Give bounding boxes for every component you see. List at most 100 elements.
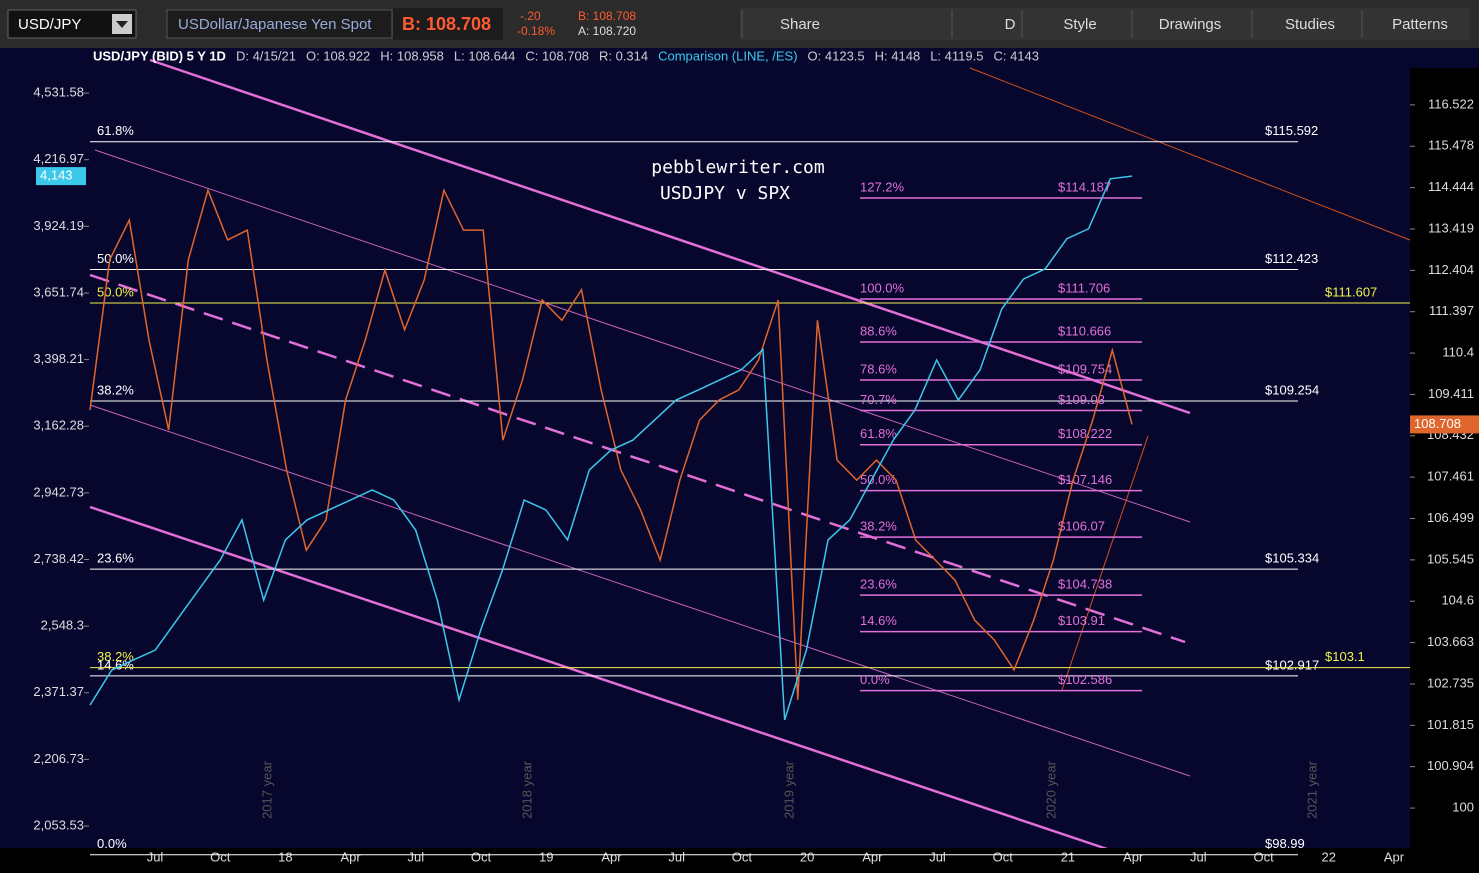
fib-price: $107.146 [1058, 472, 1112, 487]
channel-line [89, 505, 1111, 852]
toolbar-button[interactable]: D [1005, 16, 1016, 33]
toolbar-button[interactable]: Share [780, 16, 820, 33]
symbol: USD/JPY [18, 16, 81, 33]
last-price-label: 108.708 [1414, 416, 1461, 431]
fib-pct: 50.0% [97, 284, 134, 299]
x-axis [0, 848, 1479, 868]
fib-price: $104.738 [1058, 577, 1112, 592]
header-item: R: 0.314 [599, 48, 648, 63]
y2-tick-label: 109.411 [1428, 386, 1474, 401]
channel [89, 58, 1411, 852]
toolbar-button[interactable]: Patterns [1392, 16, 1448, 33]
y2-tick-label: 113.419 [1428, 220, 1474, 235]
y2-tick-label: 104.6 [1441, 593, 1474, 608]
button-bar [740, 8, 1470, 40]
fib-price: $103.91 [1058, 613, 1105, 628]
dropdown-arrow [116, 21, 128, 28]
series-line [89, 187, 1133, 700]
y2-tick-label: 111.397 [1429, 303, 1474, 318]
trend-line [969, 67, 1411, 241]
y-tick-label: 4,531.58 [33, 85, 84, 100]
fib-price: $102.586 [1058, 672, 1112, 687]
comparison-item: C: 4143 [993, 48, 1039, 63]
y2-tick-label: 105.545 [1427, 551, 1474, 566]
y2-tick-label: 102.735 [1427, 675, 1474, 690]
fib-pct: 50.0% [97, 251, 134, 266]
x-tick-label: Jul [929, 849, 946, 864]
comparison-item: H: 4148 [875, 48, 921, 63]
x-tick-label: Apr [1123, 849, 1144, 864]
last-price-tag [36, 167, 86, 186]
header-item: L: 108.644 [454, 48, 515, 63]
y-tick-label: 2,738.42 [33, 551, 84, 566]
channel-line [89, 273, 1186, 644]
last-price-tag [1410, 415, 1479, 434]
fib-price: $114.187 [1058, 179, 1111, 194]
fib-pct: 78.6% [860, 361, 897, 376]
fib-pct: 88.6% [860, 323, 897, 338]
toolbar-button[interactable]: Drawings [1159, 16, 1222, 33]
x-tick-label: Apr [341, 849, 362, 864]
x-tick-label: 20 [800, 849, 814, 864]
y-tick-label: 3,398.21 [33, 351, 84, 366]
x-tick-label: Jul [1190, 849, 1207, 864]
x-tick-label: Oct [993, 849, 1014, 864]
x-tick-label: Oct [1253, 849, 1274, 864]
fib-pct: 14.6% [860, 613, 897, 628]
ask: A: 108.720 [578, 24, 636, 38]
y-tick-label: 3,924.19 [33, 218, 84, 233]
y2-tick-label: 107.461 [1427, 469, 1474, 484]
series-line [89, 175, 1133, 721]
description: USDollar/Japanese Yen Spot [178, 16, 372, 33]
fib-pct: 0.0% [860, 672, 890, 687]
y2-tick-label: 106.499 [1427, 510, 1474, 525]
fib-price: $112.423 [1265, 251, 1318, 266]
year-label: 2018 year [519, 760, 534, 818]
y-tick-label: 2,548.3 [41, 618, 84, 633]
y-tick-label: 2,206.73 [33, 751, 84, 766]
fib-pct: 50.0% [860, 472, 897, 487]
trend-line [1061, 435, 1149, 691]
toolbar-button[interactable]: Style [1063, 16, 1096, 33]
x-tick-label: Jul [668, 849, 685, 864]
fib-pct: 0.0% [97, 836, 127, 851]
y-tick-label: 3,162.28 [33, 418, 84, 433]
fib-price: $115.592 [1265, 123, 1318, 138]
x-tick-label: 21 [1061, 849, 1075, 864]
y-tick-label: 2,371.37 [33, 684, 84, 699]
y-tick-label: 2,053.53 [33, 817, 84, 832]
comparison-item: Comparison (LINE, /ES) [658, 48, 797, 63]
fib-pct: 38.2% [860, 519, 897, 534]
fib-price: $105.334 [1265, 551, 1319, 566]
header-item: USD/JPY (BID) 5 Y 1D [93, 48, 226, 63]
toolbar-button[interactable]: Studies [1285, 16, 1335, 33]
fib-pct: 23.6% [97, 551, 134, 566]
x-tick-label: Jul [408, 849, 425, 864]
y2-tick-label: 110.4 [1442, 345, 1474, 360]
change: -.20 [520, 9, 541, 23]
bid: B: 108.708 [402, 14, 491, 34]
x-tick-label: Oct [210, 849, 231, 864]
annotation: pebblewriter.com [651, 157, 824, 178]
fib-price: $110.666 [1058, 323, 1111, 338]
bid-small: B: 108.708 [578, 9, 636, 23]
y-tick-label: 2,942.73 [33, 484, 84, 499]
fib-price: $111.607 [1325, 284, 1377, 299]
fib-price: $102.917 [1265, 657, 1319, 672]
header-item: O: 108.922 [306, 48, 370, 63]
fib-price: $108.222 [1058, 426, 1112, 441]
x-tick-label: 22 [1322, 849, 1336, 864]
fib-price: $109.754 [1058, 361, 1112, 376]
header-bar [0, 48, 1479, 68]
annotation: USDJPY v SPX [660, 183, 790, 204]
fib-price: $98.99 [1265, 836, 1305, 851]
year-label: 2017 year [259, 760, 274, 818]
fib-price: $111.706 [1058, 280, 1110, 295]
y2-tick-label: 115.478 [1428, 138, 1474, 153]
y-tick-label: 3,651.74 [33, 284, 84, 299]
x-tick-label: Oct [732, 849, 753, 864]
fib-price: $109.03 [1058, 392, 1105, 407]
fib-pct: 61.8% [97, 123, 134, 138]
